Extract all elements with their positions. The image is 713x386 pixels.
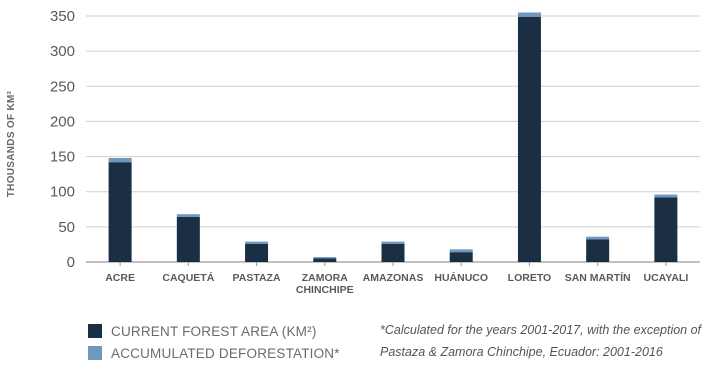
- bar-deforestation: [654, 194, 678, 198]
- y-tick-label: 150: [50, 149, 75, 166]
- x-tick-label: HUÁNUCO: [434, 271, 488, 284]
- bar-forest-area: [313, 258, 337, 262]
- bar-forest-area: [586, 239, 610, 262]
- x-tick-label: UCAYALI: [644, 272, 689, 284]
- bar-forest-area: [176, 217, 200, 262]
- x-tick-label: PASTAZA: [233, 272, 281, 284]
- bar-deforestation: [517, 12, 541, 17]
- bar-deforestation: [245, 241, 269, 244]
- x-tick-label: ACRE: [105, 272, 135, 284]
- bar-forest-area: [108, 162, 132, 262]
- bar-forest-area: [245, 243, 269, 262]
- y-tick-label: 0: [67, 254, 75, 271]
- y-tick-label: 50: [58, 219, 75, 236]
- bar-deforestation: [381, 241, 405, 244]
- bar-forest-area: [517, 16, 541, 263]
- legend-label-forest: CURRENT FOREST AREA (KM²): [111, 323, 317, 339]
- x-tick-label: LORETO: [508, 272, 552, 284]
- bar-chart: 0 50 100 150 200 250 300 350 ACRE CAQUETÁ PASTAZA…: [6, 8, 700, 296]
- y-tick-label: 350: [50, 8, 75, 25]
- y-axis-ticks: 0 50 100 150 200 250 300 350: [50, 8, 75, 271]
- bar-deforestation: [449, 249, 473, 253]
- bar-deforestation: [586, 236, 610, 240]
- legend-item-forest: CURRENT FOREST AREA (KM²): [88, 320, 340, 342]
- footnote: *Calculated for the years 2001-2017, wit…: [380, 323, 702, 359]
- bar-forest-area: [449, 252, 473, 262]
- bar-forest-area: [381, 243, 405, 262]
- legend-swatch-deforestation: [88, 346, 102, 360]
- legend-item-deforestation: ACCUMULATED DEFORESTATION*: [88, 342, 340, 364]
- legend: CURRENT FOREST AREA (KM²) ACCUMULATED DE…: [88, 320, 340, 364]
- x-tick-label: SAN MARTÍN: [565, 271, 631, 284]
- bar-deforestation: [176, 214, 200, 218]
- y-axis-label: THOUSANDS OF KM²: [6, 90, 17, 197]
- y-tick-label: 250: [50, 78, 75, 95]
- x-axis-ticks: ACRE CAQUETÁ PASTAZA ZAMORA CHINCHIPE AMAZONA…: [105, 262, 688, 296]
- legend-swatch-forest: [88, 324, 102, 338]
- x-tick-label: ZAMORA CHINCHIPE: [296, 272, 354, 296]
- bar-deforestation: [108, 157, 132, 163]
- y-tick-label: 200: [50, 113, 75, 130]
- x-tick-label: AMAZONAS: [363, 272, 424, 284]
- y-tick-label: 300: [50, 43, 75, 60]
- bar-forest-area: [654, 197, 678, 262]
- x-tick-label: CAQUETÁ: [162, 271, 214, 284]
- y-tick-label: 100: [50, 184, 75, 201]
- legend-label-deforestation: ACCUMULATED DEFORESTATION*: [111, 345, 340, 361]
- bars: [108, 12, 678, 263]
- bar-deforestation: [313, 257, 337, 259]
